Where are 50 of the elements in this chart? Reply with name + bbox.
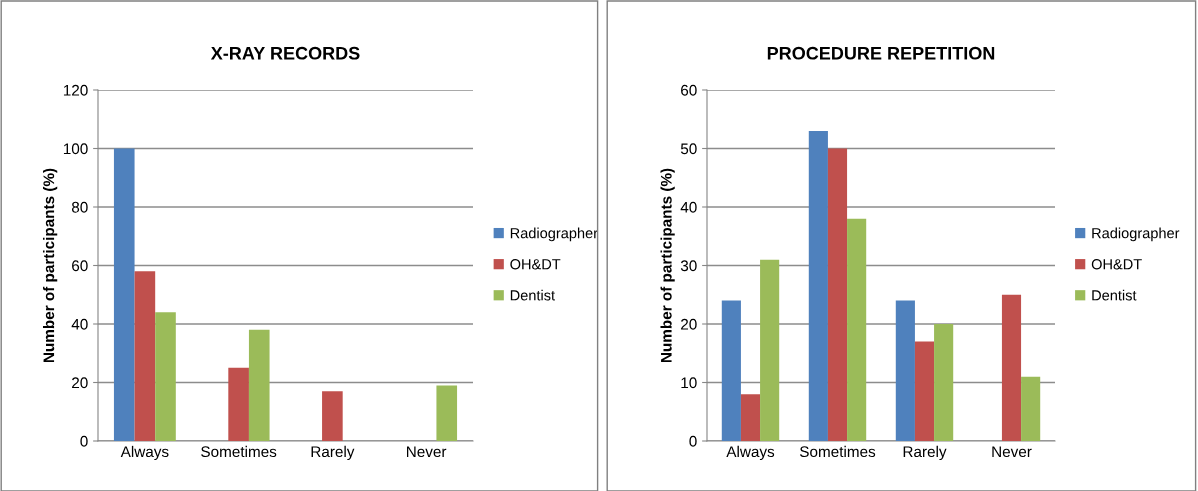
x-tick-label: Never <box>992 446 1032 458</box>
bar <box>808 130 828 441</box>
bar <box>721 300 741 441</box>
x-tick-label: Sometimes <box>201 445 277 458</box>
bar <box>436 385 458 441</box>
x-tick-label: Rarely <box>903 445 947 461</box>
y-tick-label: 20 <box>72 377 88 389</box>
bar <box>134 271 156 441</box>
y-tick-label: 0 <box>80 435 88 447</box>
y-tick-label: 120 <box>63 84 88 96</box>
y-tick-label: 40 <box>680 201 697 213</box>
y-tick-label: 80 <box>71 201 88 213</box>
y-tick-label: 60 <box>72 260 88 272</box>
x-tick-label: Always <box>726 445 775 461</box>
bar <box>1021 376 1041 441</box>
bar <box>248 329 270 441</box>
legend-label: OH&DT <box>1091 259 1142 270</box>
legend-label: Radiographer <box>1092 227 1180 242</box>
bar <box>1001 294 1022 441</box>
x-tick-label: Always <box>120 445 169 461</box>
y-tick-label: 100 <box>63 143 88 155</box>
bar <box>113 148 135 441</box>
bar <box>827 148 848 441</box>
legend-label: Dentist <box>510 289 555 301</box>
y-tick-label: 20 <box>681 318 697 330</box>
y-tick-label: 60 <box>681 84 697 96</box>
bar <box>847 218 867 441</box>
bar <box>895 300 915 441</box>
bar <box>914 341 935 441</box>
bar <box>740 394 761 441</box>
y-tick-label: 40 <box>71 318 88 330</box>
x-tick-label: Rarely <box>311 445 355 461</box>
y-axis-title: Number of participants (%) <box>42 168 58 363</box>
y-axis-title: Number of participants (%) <box>660 168 675 363</box>
bar <box>155 312 176 441</box>
legend-label: Radiographer <box>510 227 598 242</box>
bar <box>322 391 343 441</box>
legend-label: OH&DT <box>510 259 561 270</box>
y-tick-label: 50 <box>680 143 697 155</box>
bar <box>228 367 249 441</box>
chart-title: X-RAY RECORDS <box>210 46 360 60</box>
y-tick-label: 10 <box>681 377 697 389</box>
chart-title: PROCEDURE REPETITION <box>767 46 995 60</box>
x-tick-label: Sometimes <box>799 445 876 458</box>
x-tick-label: Never <box>407 446 447 458</box>
legend-label: Dentist <box>1092 289 1137 301</box>
bar <box>934 324 954 441</box>
y-tick-label: 0 <box>689 435 697 447</box>
bar <box>760 259 780 441</box>
y-tick-label: 30 <box>680 260 697 272</box>
